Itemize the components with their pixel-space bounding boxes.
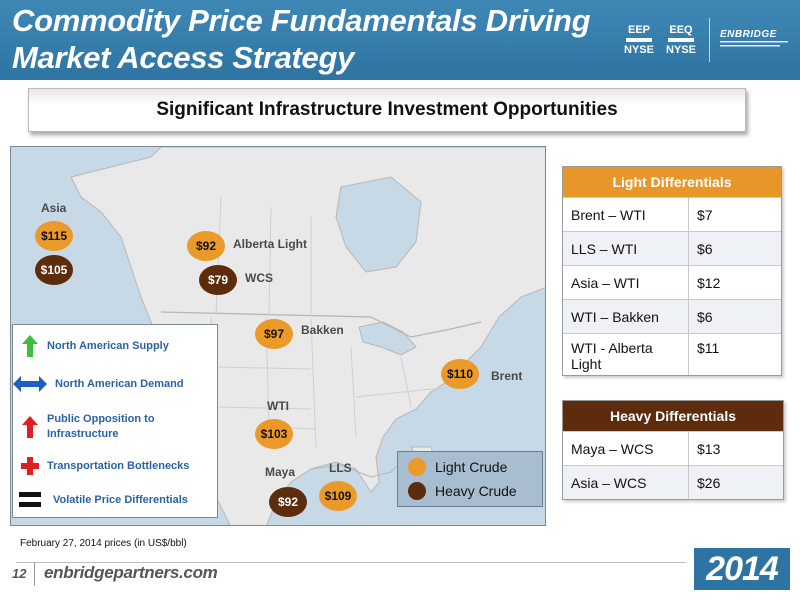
- crude-legend-light: Light Crude: [408, 458, 507, 476]
- table-row: Maya – WCS $13: [563, 431, 783, 465]
- legend-item-opposition: Public Opposition to Infrastructure: [13, 409, 219, 445]
- row-pair: Asia – WTI: [563, 266, 689, 299]
- label-maya: Maya: [265, 465, 296, 479]
- table-row: Brent – WTI $7: [563, 197, 781, 231]
- subtitle-box: Significant Infrastructure Investment Op…: [28, 88, 746, 132]
- row-value: $12: [697, 275, 721, 291]
- red-up-arrow-icon: [13, 416, 47, 438]
- heavy-crude-dot-icon: [408, 482, 426, 500]
- ticker-eep: EEP NYSE: [621, 18, 657, 62]
- price-asia-light: $115: [35, 221, 73, 251]
- green-up-arrow-icon: [13, 335, 47, 357]
- ticker-symbol: EEP: [627, 24, 650, 36]
- table-row: Asia – WCS $26: [563, 465, 783, 499]
- ticker-exchange: NYSE: [624, 44, 654, 56]
- page-number: 12: [12, 566, 27, 581]
- heavy-table-header: Heavy Differentials: [563, 401, 783, 431]
- price-alberta-light: $92: [187, 231, 225, 261]
- website-url[interactable]: enbridgepartners.com: [44, 563, 218, 582]
- page-title: Commodity Price Fundamentals Driving Mar…: [12, 2, 591, 76]
- legend-label: North American Demand: [55, 377, 184, 390]
- light-table-header: Light Differentials: [563, 167, 781, 197]
- footer-divider: [16, 562, 686, 563]
- title-line-2: Market Access Strategy: [12, 40, 355, 75]
- crude-legend: Light Crude Heavy Crude: [397, 451, 543, 507]
- table-row: LLS – WTI $6: [563, 231, 781, 265]
- label-asia: Asia: [41, 201, 67, 215]
- factors-legend: North American Supply North American Dem…: [12, 324, 218, 518]
- legend-label: Volatile Price Differentials: [53, 493, 188, 506]
- legend-item-bottlenecks: Transportation Bottlenecks: [13, 451, 219, 481]
- ticker-divider: [668, 38, 694, 42]
- row-pair: Asia – WCS: [563, 466, 689, 499]
- blue-double-arrow-icon: [13, 376, 47, 392]
- crude-legend-heavy: Heavy Crude: [408, 482, 517, 500]
- ticker-divider: [626, 38, 652, 42]
- us-canada-border: [160, 311, 482, 338]
- row-pair: WTI – Bakken: [563, 300, 689, 333]
- title-line-1: Commodity Price Fundamentals Driving: [12, 3, 591, 38]
- price-maya: $92: [269, 487, 307, 517]
- price-wti: $103: [255, 419, 293, 449]
- row-value: $7: [697, 207, 713, 223]
- logo-separator: [709, 18, 710, 62]
- red-plus-icon: [13, 457, 47, 475]
- page-separator: [34, 562, 35, 586]
- ticker-symbol: EEQ: [669, 24, 693, 36]
- label-alberta-light: Alberta Light: [233, 237, 307, 251]
- row-pair: WTI - Alberta Light: [563, 334, 689, 375]
- legend-label: Public Opposition to Infrastructure: [47, 413, 155, 440]
- price-wcs: $79: [199, 265, 237, 295]
- enbridge-logo: ENBRIDGE: [720, 28, 792, 51]
- label-wti: WTI: [267, 399, 289, 413]
- header-logos: EEP NYSE EEQ NYSE ENBRIDGE: [621, 18, 792, 62]
- row-value: $26: [697, 475, 721, 491]
- row-pair: Brent – WTI: [563, 198, 689, 231]
- light-differentials-table: Light Differentials Brent – WTI $7 LLS –…: [562, 166, 782, 376]
- row-pair: LLS – WTI: [563, 232, 689, 265]
- black-equals-icon: [13, 492, 47, 508]
- ticker-eeq: EEQ NYSE: [663, 18, 699, 62]
- table-row: WTI – Bakken $6: [563, 299, 781, 333]
- brand-name: ENBRIDGE: [720, 28, 777, 40]
- label-lls: LLS: [329, 461, 352, 475]
- label-brent: Brent: [491, 369, 523, 383]
- year-badge: 2014: [694, 548, 790, 590]
- heavy-crude-label: Heavy Crude: [435, 483, 517, 499]
- legend-item-demand: North American Demand: [13, 369, 219, 399]
- hudson-bay: [335, 176, 422, 273]
- row-value: $6: [697, 309, 713, 325]
- table-row: WTI - Alberta Light $11: [563, 333, 781, 375]
- header-bar: Commodity Price Fundamentals Driving Mar…: [0, 0, 800, 80]
- light-crude-label: Light Crude: [435, 459, 508, 475]
- price-brent: $110: [441, 359, 479, 389]
- light-crude-dot-icon: [408, 458, 426, 476]
- price-lls: $109: [319, 481, 357, 511]
- heavy-differentials-table: Heavy Differentials Maya – WCS $13 Asia …: [562, 400, 784, 500]
- row-value: $6: [697, 241, 713, 257]
- subtitle-text: Significant Infrastructure Investment Op…: [156, 99, 618, 120]
- row-value: $11: [697, 340, 720, 356]
- label-wcs: WCS: [245, 271, 273, 285]
- legend-label: North American Supply: [47, 339, 169, 352]
- legend-item-supply: North American Supply: [13, 331, 219, 361]
- price-footnote: February 27, 2014 prices (in US$/bbl): [20, 538, 187, 549]
- ticker-exchange: NYSE: [666, 44, 696, 56]
- legend-item-volatile: Volatile Price Differentials: [13, 485, 219, 515]
- legend-label: Transportation Bottlenecks: [47, 459, 190, 472]
- table-row: Asia – WTI $12: [563, 265, 781, 299]
- price-asia-heavy: $105: [35, 255, 73, 285]
- row-value: $13: [697, 441, 721, 457]
- label-bakken: Bakken: [301, 323, 344, 337]
- row-pair: Maya – WCS: [563, 432, 689, 465]
- great-lakes: [358, 321, 417, 356]
- brand-fine-print-lines: [720, 40, 788, 46]
- price-bakken: $97: [255, 319, 293, 349]
